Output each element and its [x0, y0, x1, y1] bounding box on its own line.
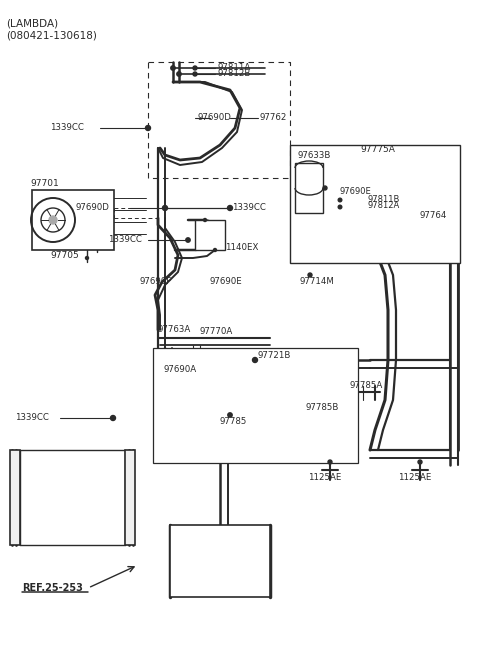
Bar: [32, 190, 114, 250]
Circle shape: [110, 415, 116, 421]
Circle shape: [193, 66, 197, 70]
Text: 97701: 97701: [30, 179, 59, 188]
Circle shape: [228, 206, 232, 210]
Text: 97785A: 97785A: [350, 381, 383, 390]
Text: 97775A: 97775A: [360, 146, 395, 155]
Text: 1339CC: 1339CC: [108, 235, 142, 244]
Bar: [20, 450, 125, 545]
Circle shape: [214, 248, 216, 252]
Circle shape: [328, 460, 332, 464]
Text: 97721B: 97721B: [258, 350, 291, 359]
Text: 97690A: 97690A: [163, 366, 196, 375]
Text: 97762: 97762: [260, 112, 288, 121]
Text: 1339CC: 1339CC: [50, 123, 84, 132]
Bar: [295, 163, 323, 213]
Text: 97690F: 97690F: [140, 277, 172, 286]
Text: 1339CC: 1339CC: [232, 203, 266, 212]
Circle shape: [228, 413, 232, 417]
Text: 97764: 97764: [420, 210, 447, 219]
Bar: [153, 348, 358, 463]
Text: 97714M: 97714M: [300, 277, 335, 286]
Text: (LAMBDA): (LAMBDA): [6, 18, 58, 28]
Circle shape: [163, 206, 168, 210]
Circle shape: [177, 72, 181, 76]
Text: 97811B: 97811B: [367, 195, 399, 204]
Text: 97812A: 97812A: [367, 201, 399, 210]
Circle shape: [308, 273, 312, 277]
Circle shape: [204, 219, 206, 221]
Text: 97785: 97785: [220, 417, 247, 426]
Text: 97763A: 97763A: [158, 326, 191, 335]
Bar: [125, 450, 135, 545]
Circle shape: [49, 216, 57, 224]
Text: 1339CC: 1339CC: [15, 413, 49, 422]
Circle shape: [193, 72, 197, 76]
Text: 1140EX: 1140EX: [225, 244, 258, 252]
Circle shape: [338, 205, 342, 209]
Bar: [290, 145, 460, 263]
Text: 97705: 97705: [50, 250, 79, 259]
Text: (080421-130618): (080421-130618): [6, 30, 97, 40]
Circle shape: [418, 460, 422, 464]
Text: REF.25-253: REF.25-253: [22, 583, 83, 593]
Text: 97770A: 97770A: [200, 328, 233, 337]
Bar: [170, 525, 270, 597]
Text: 97633B: 97633B: [298, 150, 331, 159]
Text: 1125AE: 1125AE: [398, 473, 432, 482]
Circle shape: [338, 198, 342, 202]
Text: 97690E: 97690E: [210, 277, 243, 286]
Text: 97812B: 97812B: [217, 70, 251, 79]
Circle shape: [85, 257, 88, 259]
Circle shape: [323, 186, 327, 190]
Text: 97690D: 97690D: [75, 204, 109, 212]
Text: 1125AE: 1125AE: [308, 473, 341, 482]
Circle shape: [171, 66, 175, 70]
Text: 97811A: 97811A: [217, 63, 250, 72]
Bar: [10, 450, 20, 545]
Bar: [195, 220, 225, 250]
Circle shape: [186, 238, 190, 243]
Circle shape: [145, 126, 151, 130]
Circle shape: [252, 357, 257, 362]
Text: 97785B: 97785B: [305, 404, 338, 413]
Text: 97690D: 97690D: [197, 112, 231, 121]
Text: 97690E: 97690E: [340, 186, 372, 195]
